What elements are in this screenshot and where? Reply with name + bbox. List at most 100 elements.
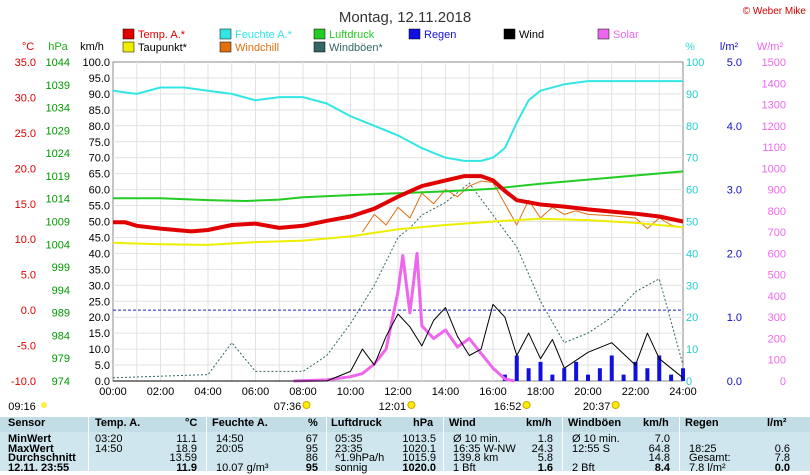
noon-label: 12:01 <box>379 401 407 413</box>
axis-solar-tick: 900 <box>768 185 786 197</box>
stats-cell-w-lbl: 139.8 km <box>453 452 499 464</box>
chart-series <box>112 80 685 383</box>
axis-solar-tick: 600 <box>768 248 786 260</box>
stats-row: MinWert 03:20 11.1 14:50 67 05:35 1013.5 Ø 10 m… <box>0 433 810 446</box>
chart-title: Montag, 12.11.2018 <box>339 9 471 26</box>
axis-press-tick: 974 <box>52 376 70 388</box>
axis-rain-tick: 4.0 <box>727 121 742 133</box>
axis-solar-tick: 1500 <box>762 57 786 69</box>
axis-wind-tick: 25.0 <box>89 296 110 308</box>
stats-cell-t-val: 11.9 <box>176 461 197 474</box>
axis-rain-unit: l/m² <box>720 41 739 53</box>
sunset-label: 16:52 <box>494 401 522 413</box>
rain-bar <box>597 368 602 381</box>
header-sensor: Sensor <box>8 417 46 429</box>
header-wind-unit: km/h <box>526 417 552 429</box>
axis-solar-tick: 1100 <box>762 142 786 154</box>
stats-cell-t-time: 14:50 <box>95 442 123 455</box>
stats-cell-g-lbl: 2 Bft <box>572 461 595 474</box>
axis-time-tick: 12:00 <box>384 386 412 398</box>
stats-cell-label: MinWert <box>8 433 52 445</box>
axis-time-tick: 14:00 <box>432 386 460 398</box>
axis-time-tick: 06:00 <box>242 386 270 398</box>
legend-swatch <box>122 41 135 53</box>
axis-wind-tick: 15.0 <box>89 328 110 340</box>
axis-temp-tick: -10.0 <box>11 376 36 388</box>
axis-hum-tick: 20 <box>686 312 698 324</box>
axis-time-tick: 20:00 <box>574 386 602 398</box>
credit-text: © Weber Mike <box>743 6 807 17</box>
axis-press-tick: 999 <box>52 262 70 274</box>
stats-cell-w-lbl: 1 Bft <box>453 461 476 474</box>
axis-wind-tick: 90.0 <box>89 89 110 101</box>
stats-cell-h-val: 95 <box>305 461 318 474</box>
axis-wind-tick: 40.0 <box>89 248 110 260</box>
legend-label: Taupunkt* <box>138 42 188 54</box>
stats-cell-w-val: 1.6 <box>537 461 553 474</box>
legend-label: Wind <box>519 29 544 41</box>
axis-wind-tick: 80.0 <box>89 121 110 133</box>
axis-temp-unit: °C <box>22 41 34 53</box>
stats-cell-r-val: 7.8 <box>774 452 790 464</box>
axis-rain-tick: 1.0 <box>727 312 742 324</box>
stats-cell-r-lbl: Gesamt: <box>689 452 731 464</box>
legend-swatch <box>313 28 326 40</box>
stats-cell-g-lbl: Ø 10 min. <box>572 433 620 445</box>
stats-cell-p-val: 1020.0 <box>402 461 436 474</box>
stats-cell-r-val: 0.0 <box>774 461 790 474</box>
series-wind <box>113 303 684 382</box>
legend-swatch <box>503 28 516 40</box>
series-luftdruck <box>113 170 684 202</box>
legend-label: Solar <box>613 29 639 41</box>
sunrise-label: 07:36 <box>274 401 302 413</box>
header-gust-unit: km/h <box>643 417 669 429</box>
axis-press-tick: 1039 <box>46 80 70 92</box>
stats-cell-p-time: 23:35 <box>335 442 363 455</box>
stats-cell-g-val: 8.4 <box>654 461 670 474</box>
stats-row: 12.11. 23:55 11.9 10.07 g/m³ 95 sonnig 1020.0… <box>0 462 810 475</box>
sunset-icon <box>522 401 531 409</box>
axis-wind-tick: 65.0 <box>89 169 110 181</box>
stats-row: MaxWert 14:50 18.9 20:05 95 23:35 1020.1 16:35 … <box>0 443 810 456</box>
header-temp: Temp. A. <box>95 417 141 429</box>
axis-solar-tick: 1300 <box>762 100 786 112</box>
stats-cell-w-lbl: Ø 10 min. <box>453 433 501 445</box>
stats-cell-h-val: 95 <box>305 442 318 455</box>
axis-press-tick: 979 <box>52 353 70 365</box>
axis-solar-tick: 0 <box>780 376 786 388</box>
axis-press-tick: 1004 <box>46 239 70 251</box>
stats-cell-t-time: 03:20 <box>95 433 123 445</box>
axis-hum-tick: 80 <box>686 121 698 133</box>
rain-bar <box>657 355 662 381</box>
stats-cell-g-val: 14.8 <box>648 452 670 464</box>
legend-label: Windchill <box>235 42 279 54</box>
axis-temp-tick: -5.0 <box>17 341 36 353</box>
axis-temp-tick: 20.0 <box>15 163 36 175</box>
axis-hum-tick: 40 <box>686 248 698 260</box>
axis-hum-tick: 10 <box>686 344 698 356</box>
sunrise-icon <box>302 401 311 409</box>
axis-solar-tick: 300 <box>768 312 786 324</box>
axis-hum-tick: 90 <box>686 89 698 101</box>
rain-bar <box>550 374 555 381</box>
stats-cell-w-val: 24.3 <box>531 442 553 455</box>
axis-solar-tick: 700 <box>768 227 786 239</box>
stats-cell-label: 12.11. 23:55 <box>8 461 70 474</box>
axis-solar-unit: W/m² <box>757 41 784 53</box>
legend-label: Feuchte A.* <box>235 29 293 41</box>
header-rain-unit: l/m² <box>767 417 787 429</box>
stats-cell-w-val: 5.8 <box>537 452 553 464</box>
axis-hum-tick: 70 <box>686 153 698 165</box>
legend-swatch <box>219 28 232 40</box>
series-feuchte-a <box>112 80 683 162</box>
axis-press-tick: 1014 <box>46 194 70 206</box>
axis-wind-tick: 45.0 <box>89 232 110 244</box>
rain-bar <box>609 355 614 381</box>
header-hum: Feuchte A. <box>212 417 268 429</box>
stats-cell-h-time: 20:05 <box>216 442 244 455</box>
axis-temp-tick: 15.0 <box>15 199 36 211</box>
stats-cell-p-val: 1013.5 <box>402 433 436 445</box>
header-press: Luftdruck <box>331 417 382 429</box>
stats-cell-p-time: sonnig <box>335 461 368 474</box>
axis-wind-tick: 0.0 <box>95 376 110 388</box>
